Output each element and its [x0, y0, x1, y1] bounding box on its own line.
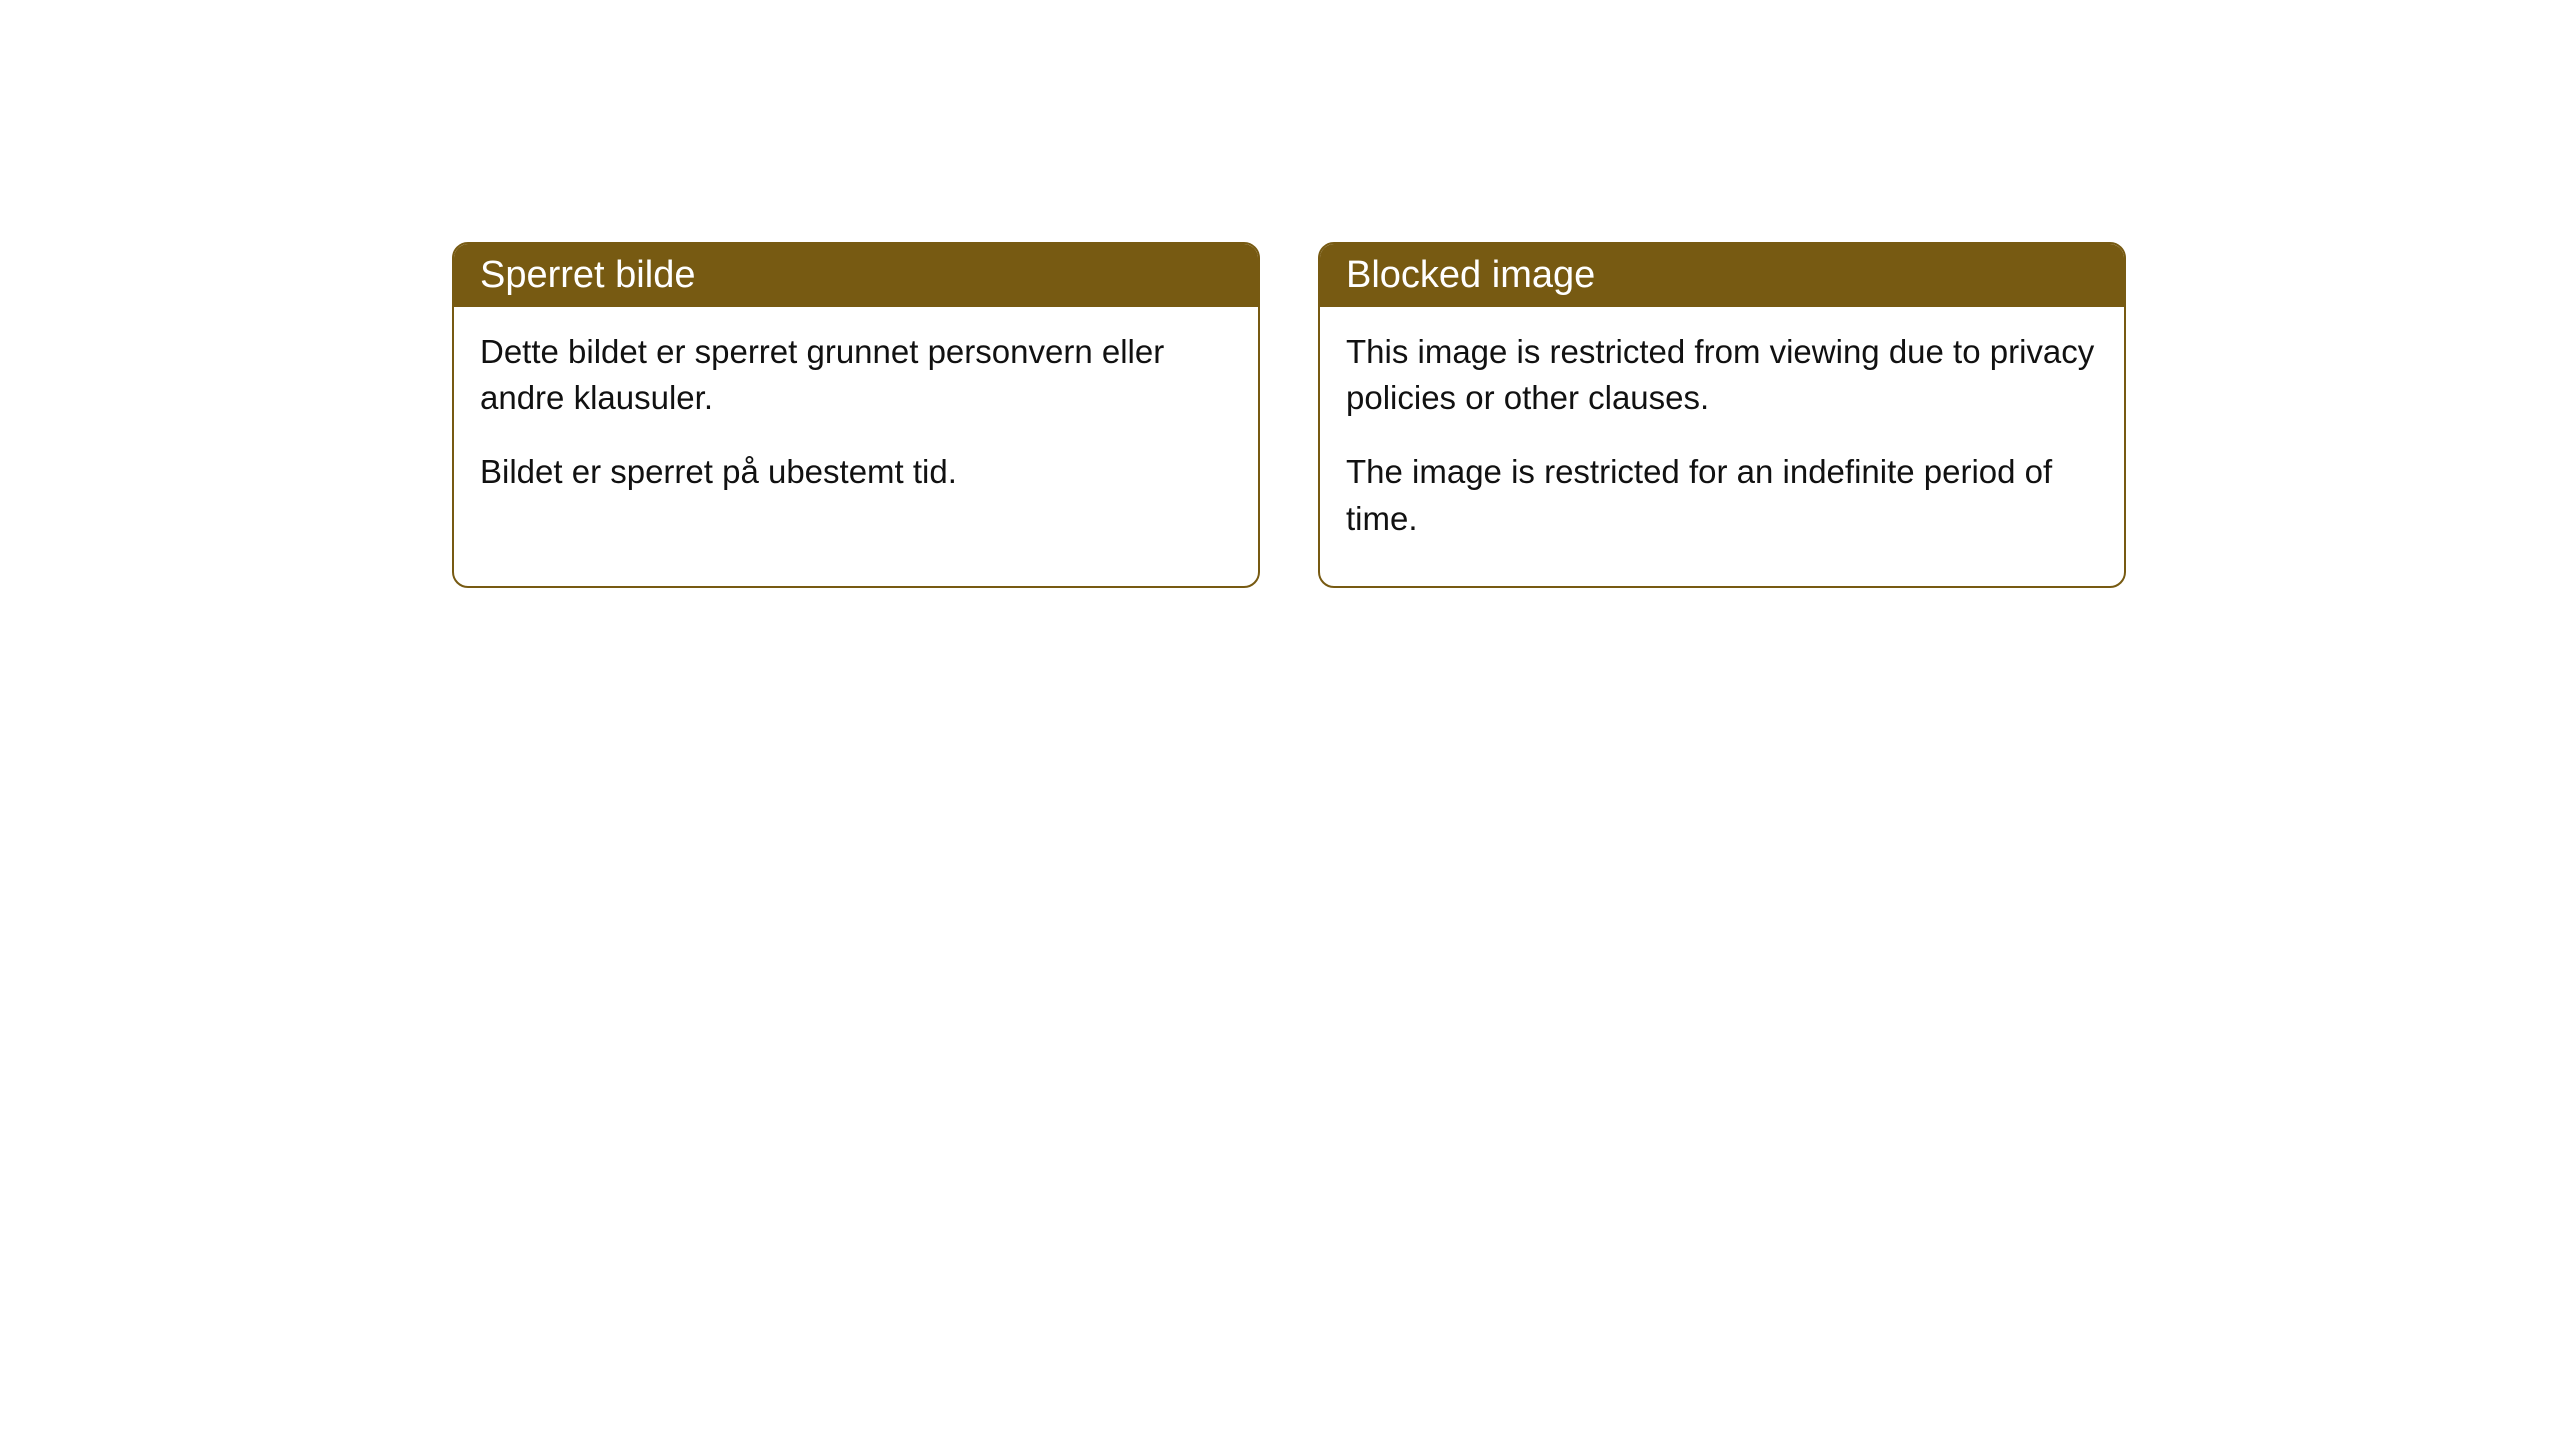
card-body-english: This image is restricted from viewing du…	[1320, 307, 2124, 586]
card-paragraph-2: The image is restricted for an indefinit…	[1346, 449, 2098, 541]
card-paragraph-1: This image is restricted from viewing du…	[1346, 329, 2098, 421]
card-header-english: Blocked image	[1320, 244, 2124, 307]
cards-container: Sperret bilde Dette bildet er sperret gr…	[452, 242, 2126, 588]
card-paragraph-2: Bildet er sperret på ubestemt tid.	[480, 449, 1232, 495]
card-norwegian: Sperret bilde Dette bildet er sperret gr…	[452, 242, 1260, 588]
card-body-norwegian: Dette bildet er sperret grunnet personve…	[454, 307, 1258, 540]
card-paragraph-1: Dette bildet er sperret grunnet personve…	[480, 329, 1232, 421]
card-title: Blocked image	[1346, 254, 1595, 296]
card-title: Sperret bilde	[480, 254, 695, 296]
card-header-norwegian: Sperret bilde	[454, 244, 1258, 307]
card-english: Blocked image This image is restricted f…	[1318, 242, 2126, 588]
